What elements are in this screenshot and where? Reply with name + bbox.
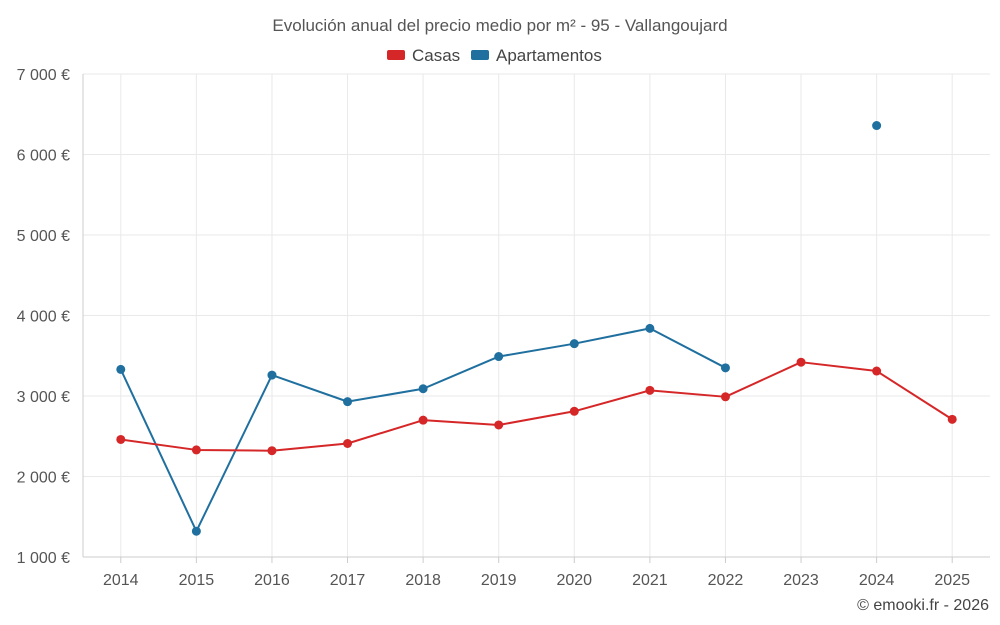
x-tick-label: 2023 — [783, 572, 819, 589]
data-point-apartamentos-2022[interactable] — [720, 363, 730, 373]
data-point-casas-2020[interactable] — [569, 406, 579, 416]
x-tick-label: 2025 — [934, 572, 970, 589]
data-point-casas-2022[interactable] — [720, 392, 730, 402]
data-point-casas-2018[interactable] — [418, 415, 428, 425]
legend: Casas Apartamentos — [387, 46, 602, 65]
series-apartamentos — [116, 121, 882, 536]
x-tick-label: 2020 — [556, 572, 592, 589]
credit-text: © emooki.fr - 2026 — [857, 597, 989, 614]
data-point-casas-2021[interactable] — [645, 385, 655, 395]
legend-item-apartamentos[interactable]: Apartamentos — [471, 46, 602, 65]
legend-swatch-apartamentos — [471, 50, 489, 60]
y-tick-label: 5 000 € — [17, 228, 70, 245]
y-axis: 1 000 € 2 000 € 3 000 € 4 000 € 5 000 € 6 000… — [17, 67, 84, 567]
data-point-apartamentos-2020[interactable] — [569, 339, 579, 349]
series — [116, 121, 957, 536]
x-tick-label: 2024 — [859, 572, 895, 589]
legend-swatch-casas — [387, 50, 405, 60]
x-tick-label: 2018 — [405, 572, 441, 589]
x-tick-label: 2019 — [481, 572, 517, 589]
series-casas — [116, 357, 957, 456]
x-tick-label: 2017 — [330, 572, 366, 589]
y-tick-label: 4 000 € — [17, 309, 70, 326]
data-point-casas-2015[interactable] — [191, 445, 201, 455]
y-tick-label: 3 000 € — [17, 389, 70, 406]
series-line-casas — [120, 361, 953, 452]
legend-item-casas[interactable]: Casas — [387, 46, 460, 65]
data-point-casas-2016[interactable] — [267, 446, 277, 456]
data-point-casas-2019[interactable] — [494, 420, 504, 430]
chart-title: Evolución anual del precio medio por m² … — [272, 16, 727, 35]
legend-label-casas: Casas — [412, 46, 460, 65]
data-point-apartamentos-2021[interactable] — [645, 323, 655, 333]
data-point-apartamentos-2017[interactable] — [343, 397, 353, 407]
y-tick-label: 1 000 € — [17, 550, 70, 567]
legend-label-apartamentos: Apartamentos — [496, 46, 602, 65]
x-tick-label: 2021 — [632, 572, 668, 589]
data-point-apartamentos-2019[interactable] — [494, 352, 504, 362]
data-point-apartamentos-2014[interactable] — [116, 364, 126, 374]
data-point-casas-2023[interactable] — [796, 357, 806, 367]
data-point-apartamentos-2018[interactable] — [418, 384, 428, 394]
data-point-casas-2017[interactable] — [343, 438, 353, 448]
data-point-apartamentos-2015[interactable] — [191, 526, 201, 536]
data-point-casas-2024[interactable] — [872, 366, 882, 376]
y-tick-label: 6 000 € — [17, 148, 70, 165]
grid — [83, 73, 990, 557]
data-point-apartamentos-2024[interactable] — [872, 121, 882, 131]
data-point-apartamentos-2016[interactable] — [267, 370, 277, 380]
x-tick-label: 2015 — [179, 572, 215, 589]
data-point-casas-2025[interactable] — [947, 414, 957, 424]
x-axis: 2014 2015 2016 2017 2018 2019 2020 2021 2022 2023… — [83, 556, 990, 589]
y-tick-label: 2 000 € — [17, 470, 70, 487]
x-tick-label: 2014 — [103, 572, 139, 589]
y-tick-label: 7 000 € — [17, 67, 70, 84]
x-tick-label: 2022 — [708, 572, 744, 589]
x-tick-label: 2016 — [254, 572, 290, 589]
data-point-casas-2014[interactable] — [116, 434, 126, 444]
